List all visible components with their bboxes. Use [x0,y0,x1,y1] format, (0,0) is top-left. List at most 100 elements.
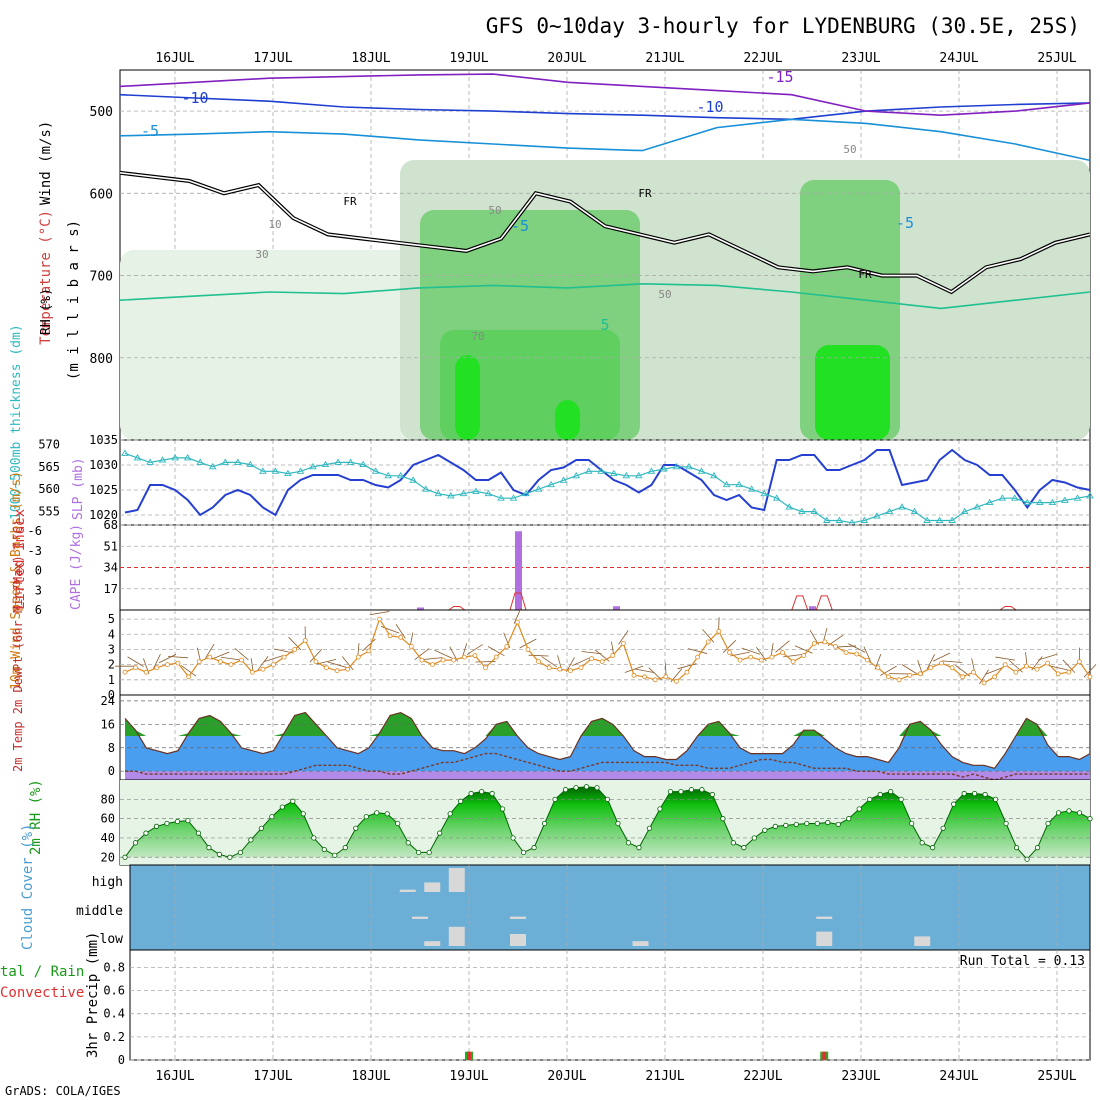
temp-warm-area [125,712,1090,737]
rh-point [237,849,243,856]
rh-point [867,796,873,802]
bottom-date-label: 21JUL [645,1069,684,1084]
thickness-marker [647,467,656,474]
wind-speed-point [143,669,149,675]
wind-speed-point [525,647,531,652]
slp-thickness-frame [119,439,1091,526]
rh-point [426,849,432,856]
top-date-label: 17JUL [253,51,292,66]
rh-shading-region [455,355,480,440]
wind-barb [528,654,549,657]
contour-label: 30 [255,248,268,261]
cape-tick-label: 51 [104,539,118,553]
wind-speed-point [1077,659,1082,664]
rh-point [489,790,495,797]
wind-speed-point [843,650,849,655]
bottom-date-label: 24JUL [939,1069,978,1084]
contour-label: -5 [511,217,529,235]
wind-barb [677,663,697,670]
rh-point [164,820,170,827]
wind-barb [1083,664,1097,678]
cloud-level-label: low [100,932,124,947]
contour-label: FR [343,195,357,208]
rh-point [762,827,768,833]
thickness-marker [885,507,894,515]
rh-point [531,845,537,851]
thickness-marker [923,516,931,523]
li-tick-label: -6 [28,524,42,538]
thickness-marker [1086,492,1094,499]
thickness-marker [296,467,305,474]
wind-barb [180,665,197,677]
rh-point [374,810,380,816]
thickness-marker [697,467,706,474]
top-date-axis: 16JUL 17JUL 18JUL 19JUL 20JUL 21JUL 22JUL 23JUL… [155,51,1076,66]
wind-barb [158,654,177,664]
wind-speed-point [122,669,128,675]
wind-speed-point [1087,674,1093,680]
rh-point [279,804,285,810]
wind-speed-point [217,659,223,664]
chart-title: GFS 0~10day 3-hourly for LYDENBURG (30.5… [486,14,1080,38]
slp-tick-label: 1025 [89,483,118,497]
wind-speed-point [917,671,923,677]
wind-barb [932,652,951,662]
wind-barb [127,656,144,667]
wind-barb [211,651,230,660]
wind-barb [1062,659,1076,673]
upper-air-yunit: (m i l l i b a r s) [66,220,82,380]
cloud-bar-low [914,936,931,946]
temp-tick-label: 8 [108,741,115,755]
wind-barb [264,655,283,662]
freezing-level-line-inner [119,172,1091,293]
isotherm-line [119,118,1091,162]
cape-bar [417,607,424,610]
wind-speed-point [366,648,372,654]
thickness-marker [910,507,919,515]
pressure-tick-label: 800 [90,352,113,367]
wind-speed-point [1045,660,1050,666]
cloud-frame [129,864,1091,951]
thickness-marker [823,516,831,523]
rh-tick-label: 40 [101,831,115,845]
wind-speed-point [727,650,732,655]
wind-barb [985,666,1004,675]
rh-area [125,786,1090,860]
rh-point [604,796,611,802]
wind-barb [624,665,644,673]
slp-tick-label: 1030 [89,458,118,472]
wind-speed-point [430,662,435,667]
thickness-tick-label: 565 [38,460,60,474]
rh-panel: 20 40 60 80 2m RH (%) [28,779,1093,866]
wind-speed-point [801,653,807,658]
wind-barb [168,656,188,659]
thickness-marker [810,507,819,515]
lifted-index-ylabel: Lifted Index [12,509,28,610]
cape-tick-label: 68 [104,518,118,532]
rh-point [321,846,327,853]
thickness-marker [447,492,455,499]
wind-speed-point [557,666,563,672]
wind-speed-point [1034,666,1040,672]
thickness-marker [747,485,756,492]
rh-point [982,791,988,798]
wind-speed-point [504,644,510,649]
thickness-marker [1048,498,1057,506]
rh-point [615,820,621,827]
rh-point [583,784,590,790]
wind-speed-point [1002,662,1008,667]
thickness-marker [497,494,505,501]
contour-label: -5 [141,122,159,140]
wind-speed-point [1066,669,1072,675]
wind-barb [618,630,629,645]
wind-barb [775,640,790,653]
thickness-marker [735,480,743,488]
rh-point [1055,810,1062,816]
rh-point [216,851,223,857]
rh-point [437,830,443,836]
rh-point [825,819,831,826]
wind-barb [1048,665,1068,671]
rh-point [814,820,820,827]
wind-barb [152,654,161,670]
